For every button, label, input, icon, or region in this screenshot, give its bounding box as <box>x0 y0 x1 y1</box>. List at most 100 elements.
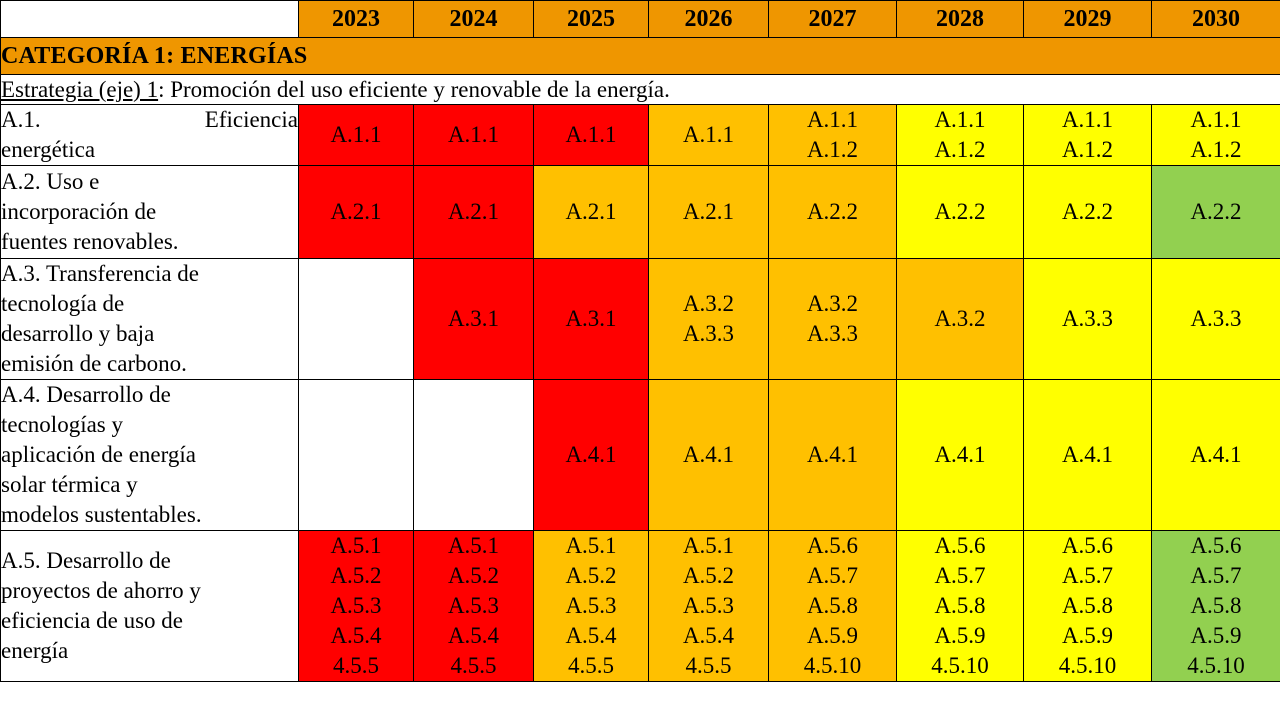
category-title: CATEGORÍA 1: ENERGÍAS <box>0 37 1280 75</box>
schedule-cell-2030: A.2.2 <box>1151 165 1280 259</box>
schedule-cell-2026: A.3.2 A.3.3 <box>648 258 769 380</box>
schedule-cell-2023: A.2.1 <box>298 165 414 259</box>
schedule-cell-2025: A.4.1 <box>533 379 649 531</box>
action-code: A.4.1 <box>682 442 735 467</box>
action-code: A.5.7 <box>806 563 859 588</box>
action-code: A.1.2 <box>934 137 986 162</box>
action-code: A.2.2 <box>806 199 859 224</box>
action-code: A.1.2 <box>1061 137 1114 162</box>
schedule-cell-2030: A.5.6 A.5.7 A.5.8 A.5.9 4.5.10 <box>1151 530 1280 682</box>
year-2029: 2029 <box>1023 0 1152 38</box>
action-code: A.2.1 <box>330 199 382 224</box>
action-code: A.5.7 <box>934 563 986 588</box>
schedule-cell-2030: A.4.1 <box>1151 379 1280 531</box>
action-code: A.5.3 <box>682 593 735 618</box>
action-code: 4.5.5 <box>685 653 732 678</box>
action-code: A.5.4 <box>330 623 382 648</box>
strategy-row: Estrategia (eje) 1: Promoción del uso ef… <box>0 74 1280 105</box>
action-code: A.5.8 <box>1061 593 1114 618</box>
action-code: A.5.2 <box>565 563 617 588</box>
action-code: A.5.1 <box>682 533 735 558</box>
action-code: A.5.6 <box>934 533 986 558</box>
action-code: A.4.1 <box>1061 442 1114 467</box>
action-line-title: A.1. Eficiencia energética <box>0 104 299 166</box>
action-code: A.2.2 <box>1061 199 1114 224</box>
action-code: A.1.2 <box>806 137 859 162</box>
year-2030: 2030 <box>1151 0 1280 38</box>
action-code: A.2.1 <box>447 199 500 224</box>
schedule-cell-2023: A.1.1 <box>298 104 414 166</box>
action-line-title-line: fuentes renovables. <box>1 229 179 254</box>
action-line-title: A.2. Uso e incorporación de fuentes renova… <box>0 165 299 259</box>
action-code: A.4.1 <box>934 442 986 467</box>
action-code: A.1.1 <box>1061 107 1114 132</box>
action-code: A.5.9 <box>934 623 986 648</box>
header-corner <box>0 0 299 38</box>
action-code: A.5.9 <box>806 623 859 648</box>
strategy-text: : Promoción del uso eficiente y renovabl… <box>158 76 670 102</box>
schedule-cell-2025: A.3.1 <box>533 258 649 380</box>
action-code: A.3.3 <box>1061 306 1114 331</box>
schedule-cell-2030: A.3.3 <box>1151 258 1280 380</box>
schedule-cell-2025: A.5.1 A.5.2 A.5.3 A.5.4 4.5.5 <box>533 530 649 682</box>
action-row: A.1. Eficiencia energética A.1.1 A.1.1 A.1.1 A… <box>0 104 1280 166</box>
action-row: A.5. Desarrollo de proyectos de ahorro y e… <box>0 530 1280 682</box>
schedule-cell-2028: A.3.2 <box>896 258 1024 380</box>
action-code: A.5.4 <box>682 623 735 648</box>
schedule-cell-2028: A.4.1 <box>896 379 1024 531</box>
action-code: A.4.1 <box>1190 442 1242 467</box>
schedule-cell-2029: A.3.3 <box>1023 258 1152 380</box>
schedule-cell-2030: A.1.1 A.1.2 <box>1151 104 1280 166</box>
strategy-label: Estrategia (eje) 1 <box>1 76 159 102</box>
action-line-title: A.3. Transferencia de tecnología de desarr… <box>0 258 299 380</box>
action-code: A.1.1 <box>806 107 859 132</box>
schedule-cell-2026: A.1.1 <box>648 104 769 166</box>
action-code: 4.5.10 <box>931 653 989 678</box>
action-row: A.4. Desarrollo de tecnologías y aplicació… <box>0 379 1280 531</box>
action-line-title-line: A.3. Transferencia de <box>1 261 200 286</box>
action-code: A.5.1 <box>565 533 617 558</box>
action-code: A.5.4 <box>565 623 617 648</box>
schedule-cell-2024: A.3.1 <box>413 258 534 380</box>
action-line-title-line: aplicación de energía <box>1 442 196 467</box>
schedule-cell-2028: A.1.1 A.1.2 <box>896 104 1024 166</box>
action-code: A.5.4 <box>447 623 500 648</box>
schedule-cell-2025: A.2.1 <box>533 165 649 259</box>
year-2028: 2028 <box>896 0 1024 38</box>
schedule-cell-2023 <box>298 379 414 531</box>
action-code: 4.5.10 <box>1058 653 1117 678</box>
action-code: A.1.1 <box>1190 107 1242 132</box>
action-line-title-line: A.4. Desarrollo de <box>1 382 171 407</box>
strategy-description: Estrategia (eje) 1: Promoción del uso ef… <box>0 74 1280 105</box>
action-code: A.3.3 <box>806 321 859 346</box>
action-line-title-line: A.5. Desarrollo de <box>1 548 171 573</box>
year-2023: 2023 <box>298 0 414 38</box>
action-code: 4.5.10 <box>1187 653 1245 678</box>
action-line-title: A.4. Desarrollo de tecnologías y aplicació… <box>0 379 299 531</box>
action-code: A.5.8 <box>806 593 859 618</box>
action-line-title-line: emisión de carbono. <box>1 351 187 376</box>
action-code: A.1.1 <box>447 122 500 147</box>
action-code: A.5.7 <box>1061 563 1114 588</box>
action-line-title-line: desarrollo y baja <box>1 321 155 346</box>
action-code: A.2.1 <box>682 199 735 224</box>
schedule-cell-2029: A.1.1 A.1.2 <box>1023 104 1152 166</box>
roadmap-table: 2023 2024 2025 2026 2027 2028 2029 2030 … <box>0 0 1280 682</box>
schedule-cell-2029: A.2.2 <box>1023 165 1152 259</box>
action-code: A.5.6 <box>1190 533 1242 558</box>
schedule-cell-2029: A.5.6 A.5.7 A.5.8 A.5.9 4.5.10 <box>1023 530 1152 682</box>
action-code: A.5.3 <box>330 593 382 618</box>
action-code: A.3.2 <box>682 291 735 316</box>
action-code: A.3.1 <box>565 306 617 331</box>
action-row: A.2. Uso e incorporación de fuentes renova… <box>0 165 1280 259</box>
schedule-cell-2028: A.2.2 <box>896 165 1024 259</box>
action-row: A.3. Transferencia de tecnología de desarr… <box>0 258 1280 380</box>
action-line-title: A.5. Desarrollo de proyectos de ahorro y e… <box>0 530 299 682</box>
schedule-cell-2028: A.5.6 A.5.7 A.5.8 A.5.9 4.5.10 <box>896 530 1024 682</box>
action-line-title-part: Eficiencia <box>204 107 298 132</box>
action-code: A.5.2 <box>330 563 382 588</box>
action-code: A.5.8 <box>934 593 986 618</box>
action-code: A.5.7 <box>1190 563 1242 588</box>
schedule-cell-2027: A.2.2 <box>768 165 897 259</box>
schedule-cell-2026: A.4.1 <box>648 379 769 531</box>
